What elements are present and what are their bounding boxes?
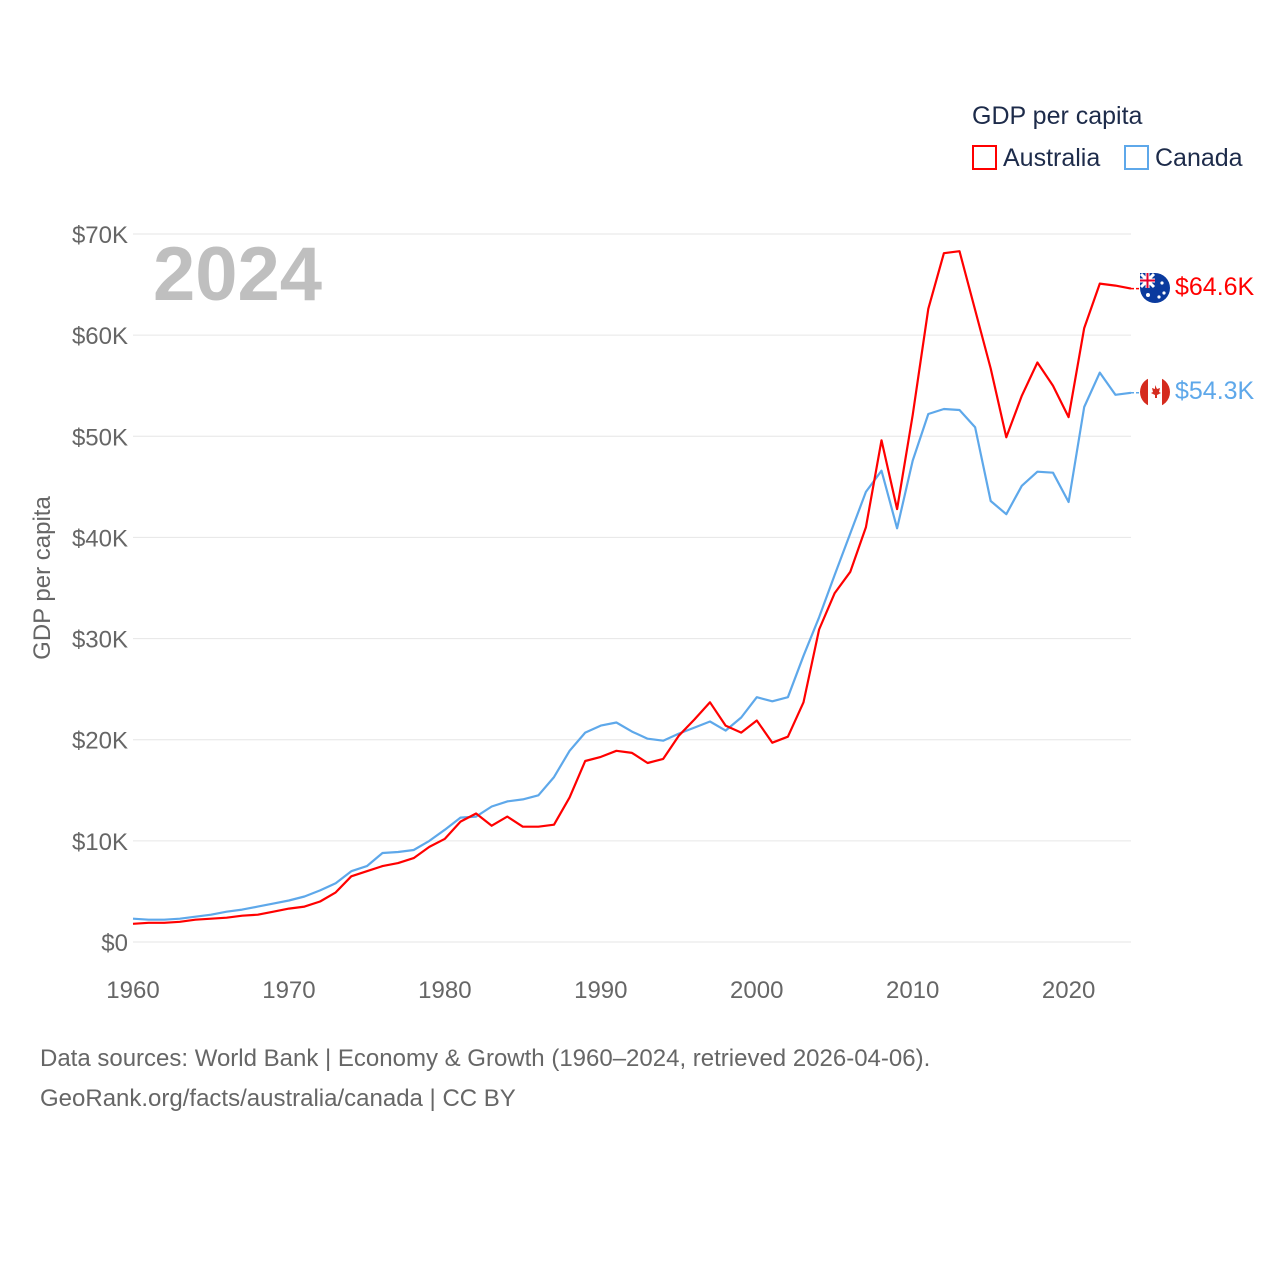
- y-tick-label: $70K: [72, 222, 128, 249]
- y-tick-label: $60K: [72, 323, 128, 350]
- footer-sources: Data sources: World Bank | Economy & Gro…: [40, 1045, 931, 1072]
- footer-link[interactable]: GeoRank.org/facts/australia/canada | CC …: [40, 1085, 516, 1112]
- x-tick-labels: 1960 1970 1980 1990 2000 2010 2020: [106, 977, 1095, 1004]
- australia-flag-icon: [1139, 272, 1170, 303]
- x-tick-label: 1980: [418, 977, 471, 1004]
- legend-title: GDP per capita: [972, 102, 1143, 130]
- australia-line: [132, 250, 1132, 925]
- y-tick-labels: $0 $10K $20K $30K $40K $50K $60K $70K: [72, 222, 128, 957]
- legend: GDP per capita Australia Canada: [972, 102, 1243, 172]
- y-tick-label: $10K: [72, 829, 128, 856]
- legend-label-australia[interactable]: Australia: [1003, 144, 1100, 172]
- series-lines: [132, 250, 1140, 925]
- year-label: 2024: [153, 232, 322, 317]
- legend-swatch-australia[interactable]: [972, 145, 997, 170]
- canada-flag-icon: [1140, 377, 1170, 407]
- gridlines: [133, 233, 1131, 943]
- x-tick-label: 2020: [1042, 977, 1095, 1004]
- canada-end-label: $54.3K: [1175, 377, 1255, 405]
- x-tick-label: 2000: [730, 977, 783, 1004]
- legend-label-canada[interactable]: Canada: [1155, 144, 1243, 172]
- x-tick-label: 1960: [106, 977, 159, 1004]
- y-tick-label: $30K: [72, 627, 128, 654]
- y-axis-label: GDP per capita: [29, 496, 56, 660]
- legend-swatch-canada[interactable]: [1124, 145, 1149, 170]
- y-tick-label: $0: [101, 930, 128, 957]
- x-tick-label: 1990: [574, 977, 627, 1004]
- australia-end-label: $64.6K: [1175, 273, 1255, 301]
- x-tick-label: 1970: [262, 977, 315, 1004]
- x-tick-label: 2010: [886, 977, 939, 1004]
- y-tick-label: $20K: [72, 728, 128, 755]
- y-tick-label: $50K: [72, 424, 128, 451]
- canada-line: [132, 371, 1132, 921]
- y-tick-label: $40K: [72, 525, 128, 552]
